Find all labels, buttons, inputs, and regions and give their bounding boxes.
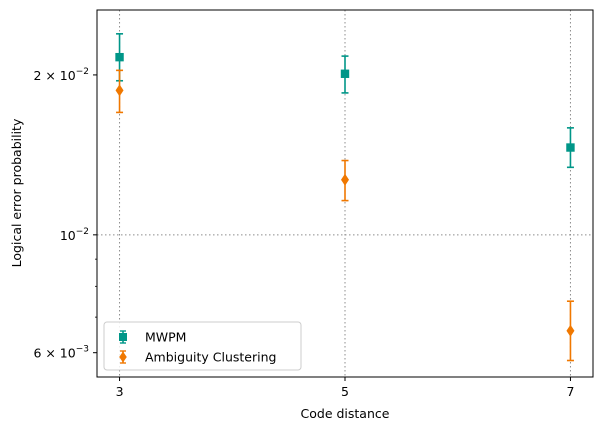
data-point — [341, 173, 349, 186]
y-axis-label: Logical error probability — [9, 118, 24, 267]
y-tick-label: 6 × 10−3 — [33, 345, 89, 361]
legend-box — [103, 321, 302, 371]
series-layer — [115, 33, 575, 362]
legend: MWPM Ambiguity Clustering — [103, 321, 302, 371]
y-tick-label: 2 × 10−2 — [33, 67, 89, 83]
y-axis: 6 × 10−310−22 × 10−2 — [33, 67, 97, 361]
legend-item: MWPM — [119, 330, 186, 345]
x-tick-label: 3 — [116, 384, 124, 399]
data-point — [566, 324, 575, 337]
legend-item: Ambiguity Clustering — [119, 350, 276, 365]
x-axis: 3 5 7 — [116, 377, 574, 399]
data-point — [115, 52, 124, 62]
series-ambiguity-clustering — [115, 69, 575, 362]
x-axis-label: Code distance — [301, 406, 390, 421]
data-point — [115, 84, 124, 97]
legend-marker — [119, 333, 127, 341]
data-point — [340, 69, 350, 78]
legend-label: MWPM — [145, 330, 186, 345]
legend-label: Ambiguity Clustering — [145, 350, 276, 365]
legend-marker — [119, 351, 127, 363]
series-mwpm — [115, 33, 575, 169]
x-tick-label: 5 — [341, 384, 349, 399]
data-point — [566, 143, 575, 152]
x-tick-label: 7 — [566, 384, 574, 399]
